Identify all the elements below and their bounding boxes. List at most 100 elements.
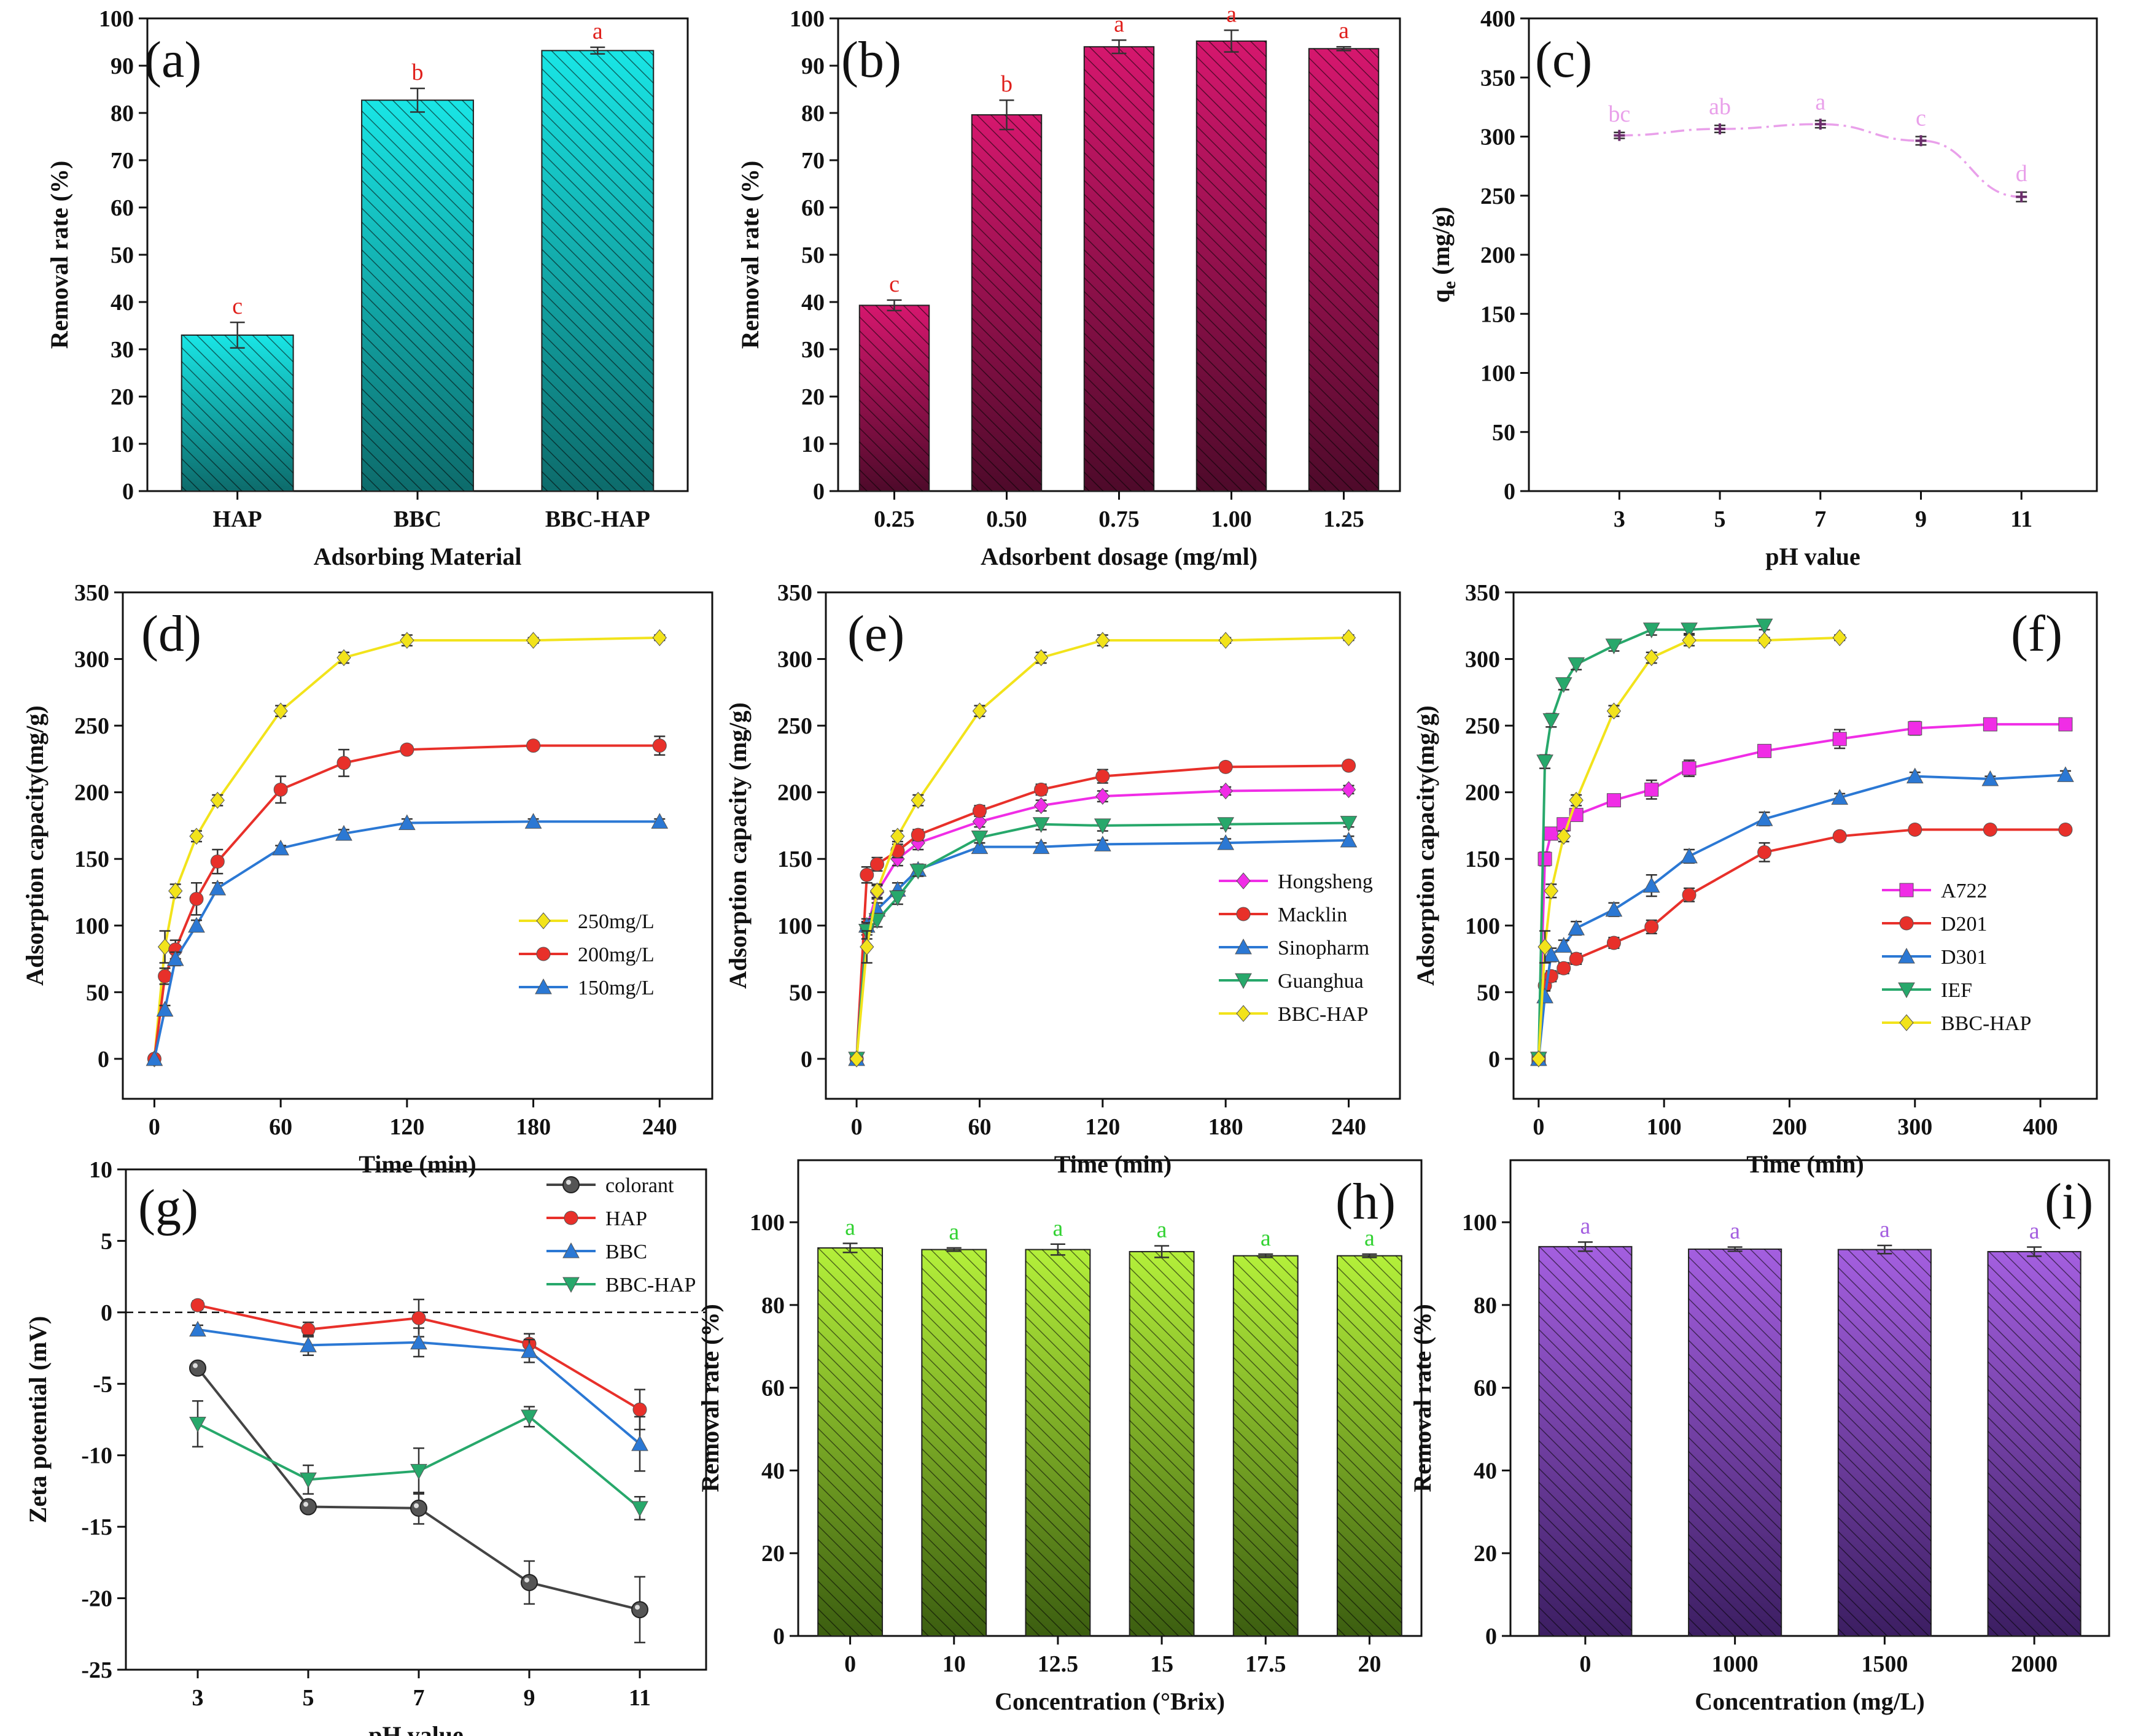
y-tick-label: -25 xyxy=(81,1657,112,1683)
y-tick-label: -20 xyxy=(81,1586,112,1612)
series-line xyxy=(855,839,1349,1060)
data-point xyxy=(411,1311,426,1325)
significance-letter: a xyxy=(949,1219,959,1245)
bar-hatch-fill xyxy=(1308,48,1379,491)
y-tick-label: 300 xyxy=(74,647,109,673)
data-point xyxy=(526,632,541,649)
data-point xyxy=(1218,782,1233,800)
panel-i: 0 20 40 60 80 100 a 0 a 1000 a 1500 a 2000 Removal rat… xyxy=(1409,1159,2110,1715)
data-point xyxy=(1832,829,1847,843)
point-highlight xyxy=(635,1605,640,1610)
data-point xyxy=(1681,847,1698,864)
x-tick-label: 5 xyxy=(303,1685,314,1711)
bar-hatch-fill xyxy=(922,1249,987,1636)
data-point xyxy=(1555,677,1572,693)
legend-label: 250mg/L xyxy=(578,910,655,933)
x-tick-label: 2000 xyxy=(2011,1651,2058,1677)
data-point xyxy=(1906,767,1924,784)
y-tick-label: -15 xyxy=(81,1514,112,1540)
point-highlight xyxy=(566,1180,571,1185)
legend-label: A722 xyxy=(1941,880,1988,902)
legend-label: IEF xyxy=(1941,979,1972,1002)
y-tick-label: 40 xyxy=(1474,1458,1497,1484)
data-point xyxy=(166,950,184,966)
x-tick-label: 0.25 xyxy=(874,506,915,532)
y-tick-label: 100 xyxy=(1480,361,1515,387)
y-axis-title: Zeta potential (mV) xyxy=(24,1316,52,1524)
axes-frame xyxy=(797,1159,1423,1637)
y-tick-label: 50 xyxy=(1492,420,1515,446)
data-point xyxy=(1218,759,1233,774)
y-tick-label: 200 xyxy=(74,780,109,806)
y-tick-label: 50 xyxy=(1477,980,1500,1006)
y-tick-label: 100 xyxy=(1462,1210,1497,1236)
y-tick-label: 0 xyxy=(98,1047,109,1072)
panel-label: (i) xyxy=(2045,1173,2093,1230)
data-point xyxy=(1606,936,1621,950)
y-tick-label: 10 xyxy=(111,432,134,457)
x-tick-label: 1.00 xyxy=(1211,506,1252,532)
x-tick-label: 240 xyxy=(1331,1114,1366,1140)
x-tick-label: 11 xyxy=(2010,506,2032,532)
data-point xyxy=(1832,732,1847,746)
y-tick-label: 100 xyxy=(750,1210,785,1236)
panel-label: (c) xyxy=(1535,31,1592,88)
data-point xyxy=(336,756,351,770)
data-point xyxy=(972,804,987,818)
data-point xyxy=(632,1402,647,1417)
x-axis-title: Time (min) xyxy=(1054,1150,1172,1178)
data-point xyxy=(272,839,289,856)
x-tick-label: 12.5 xyxy=(1038,1651,1079,1677)
significance-letter: a xyxy=(1364,1225,1375,1251)
y-tick-label: 60 xyxy=(111,195,134,221)
data-point xyxy=(1032,817,1050,833)
data-point xyxy=(1832,629,1847,646)
y-tick-label: 300 xyxy=(777,647,812,673)
data-point xyxy=(1236,907,1251,921)
significance-letter: a xyxy=(1261,1225,1271,1251)
data-point xyxy=(631,1601,648,1619)
data-point xyxy=(971,830,989,847)
y-tick-label: 80 xyxy=(1474,1293,1497,1319)
panel-label: (d) xyxy=(141,605,201,662)
data-point xyxy=(1235,973,1252,990)
data-point xyxy=(273,782,288,797)
x-tick-label: 15 xyxy=(1150,1651,1173,1677)
bar-hatch-fill xyxy=(1988,1251,2081,1636)
data-point xyxy=(1033,797,1049,815)
panel-label: (g) xyxy=(138,1179,198,1236)
significance-letter: c xyxy=(232,293,243,319)
data-point xyxy=(210,791,225,809)
x-tick-label: 0 xyxy=(844,1651,856,1677)
significance-letter: a xyxy=(1580,1213,1590,1239)
y-tick-label: 150 xyxy=(777,847,812,872)
x-tick-label: 3 xyxy=(192,1685,204,1711)
x-tick-label: 5 xyxy=(1714,506,1726,532)
data-point xyxy=(1644,649,1659,667)
panel-label: (b) xyxy=(841,31,901,88)
data-point xyxy=(1341,781,1356,799)
x-axis-title: Adsorbent dosage (mg/ml) xyxy=(981,543,1257,570)
data-point xyxy=(400,632,414,649)
bar-hatch-fill xyxy=(859,305,930,491)
significance-letter: a xyxy=(593,18,603,44)
data-point xyxy=(1340,831,1358,848)
y-tick-label: 350 xyxy=(777,580,812,606)
data-point xyxy=(1899,883,1914,897)
data-point xyxy=(1095,769,1110,784)
y-tick-label: 50 xyxy=(801,242,825,268)
data-point xyxy=(2057,766,2074,782)
x-tick-label: 0 xyxy=(1579,1651,1591,1677)
data-point xyxy=(1605,638,1623,654)
y-tick-label: 40 xyxy=(761,1458,785,1484)
panel-h: 0 20 40 60 80 100 a 0 a 10 a 12.5 a 15 a 17.5 a 20 Removal… xyxy=(696,1159,1423,1715)
significance-letter: a xyxy=(1157,1217,1167,1243)
bar-hatch-fill xyxy=(971,115,1042,491)
data-point xyxy=(400,742,414,757)
data-point xyxy=(1898,947,1915,964)
significance-letter: b xyxy=(1001,71,1013,97)
data-point xyxy=(562,1176,580,1193)
series-line xyxy=(855,821,1349,1060)
y-tick-label: 10 xyxy=(89,1157,112,1183)
data-point xyxy=(1094,835,1111,851)
